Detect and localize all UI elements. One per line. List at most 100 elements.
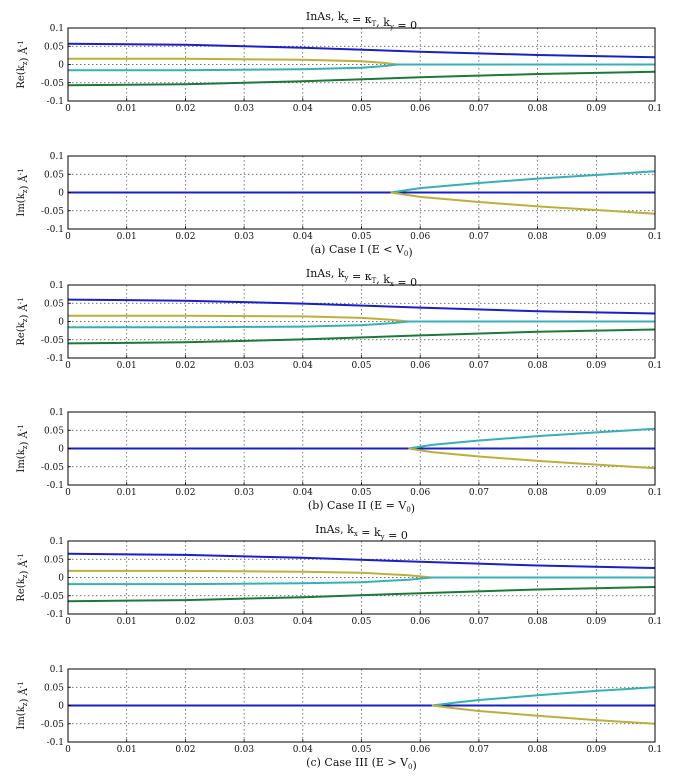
x-tick-label: 0 bbox=[65, 617, 71, 627]
x-tick-label: 0.02 bbox=[175, 232, 195, 242]
x-tick-label: 0.02 bbox=[175, 104, 195, 114]
y-axis-label: Re(kz) Å-1 bbox=[16, 297, 30, 345]
x-tick-label: 0.08 bbox=[528, 232, 548, 242]
x-tick-label: 0.08 bbox=[528, 745, 548, 755]
y-tick-label: 0.1 bbox=[50, 665, 64, 675]
x-tick-label: 0.04 bbox=[293, 745, 313, 755]
y-tick-label: 0.05 bbox=[44, 683, 64, 693]
y-tick-label: 0.1 bbox=[50, 281, 64, 291]
y-tick-label: -0.1 bbox=[47, 354, 64, 364]
subplot-1: 0 0.01 0.02 0.03 0.04 0.05 0.06 0.07 0.08 0.09 0.1… bbox=[16, 10, 662, 114]
y-tick-label: -0.05 bbox=[41, 720, 64, 730]
chart-title: InAs, kx = κT, ky = 0 bbox=[306, 10, 417, 32]
x-tick-label: 0.01 bbox=[117, 232, 137, 242]
x-tick-label: 0.1 bbox=[648, 104, 662, 114]
series-line-cyan bbox=[68, 63, 655, 72]
x-tick-label: 0.01 bbox=[117, 745, 137, 755]
x-tick-label: 0.09 bbox=[586, 745, 606, 755]
x-tick-label: 0.01 bbox=[117, 361, 137, 371]
y-tick-label: 0.1 bbox=[50, 152, 64, 162]
y-tick-label: 0 bbox=[58, 318, 64, 328]
x-tick-label: 0.06 bbox=[410, 488, 430, 498]
x-tick-label: 0 bbox=[65, 361, 71, 371]
y-tick-label: 0.05 bbox=[44, 555, 64, 565]
x-tick-label: 0.05 bbox=[351, 361, 371, 371]
x-tick-label: 0 bbox=[65, 745, 71, 755]
x-tick-label: 0.02 bbox=[175, 488, 195, 498]
y-tick-label: -0.1 bbox=[47, 481, 64, 491]
x-tick-label: 0.06 bbox=[410, 745, 430, 755]
x-tick-label: 0.03 bbox=[234, 745, 254, 755]
series-line-blue bbox=[67, 552, 656, 569]
x-tick-label: 0.09 bbox=[586, 232, 606, 242]
x-tick-label: 0.05 bbox=[351, 104, 371, 114]
x-tick-label: 0.03 bbox=[234, 104, 254, 114]
series-line-green bbox=[67, 328, 656, 345]
x-tick-label: 0.1 bbox=[648, 617, 662, 627]
x-tick-label: 0.08 bbox=[528, 617, 548, 627]
x-tick-label: 0.07 bbox=[469, 361, 489, 371]
x-tick-label: 0.02 bbox=[175, 745, 195, 755]
x-tick-label: 0.06 bbox=[410, 232, 430, 242]
y-tick-label: -0.05 bbox=[41, 463, 64, 473]
y-tick-label: -0.05 bbox=[41, 79, 64, 89]
subplot-2: 0 0.01 0.02 0.03 0.04 0.05 0.06 0.07 0.08 0.09 0.1… bbox=[16, 152, 662, 259]
y-tick-label: 0.05 bbox=[44, 426, 64, 436]
x-tick-label: 0.1 bbox=[648, 232, 662, 242]
series-line-cyan bbox=[431, 686, 656, 707]
subplot-3: 0 0.01 0.02 0.03 0.04 0.05 0.06 0.07 0.08 0.09 0.1… bbox=[16, 267, 662, 371]
x-tick-label: 0.03 bbox=[234, 361, 254, 371]
series-line-green bbox=[67, 70, 656, 87]
y-tick-label: -0.1 bbox=[47, 225, 64, 235]
series-line-cyan bbox=[68, 576, 655, 586]
figure-caption: (c) Case III (E > V0) bbox=[306, 756, 417, 772]
x-tick-label: 0.06 bbox=[410, 104, 430, 114]
x-tick-label: 0.09 bbox=[586, 361, 606, 371]
x-tick-label: 0.05 bbox=[351, 488, 371, 498]
y-tick-label: 0 bbox=[58, 61, 64, 71]
series-line-olive bbox=[408, 447, 656, 470]
x-tick-label: 0.1 bbox=[648, 488, 662, 498]
x-tick-label: 0.08 bbox=[528, 488, 548, 498]
x-tick-label: 0.04 bbox=[293, 488, 313, 498]
x-tick-label: 0 bbox=[65, 488, 71, 498]
x-tick-label: 0 bbox=[65, 104, 71, 114]
x-tick-label: 0.01 bbox=[117, 617, 137, 627]
x-tick-label: 0.07 bbox=[469, 745, 489, 755]
series-line-cyan bbox=[390, 170, 656, 194]
y-axis-label: Re(kz) Å-1 bbox=[16, 553, 30, 601]
chart-title: InAs, ky = κT, kx = 0 bbox=[306, 267, 417, 289]
subplot-5: 0 0.01 0.02 0.03 0.04 0.05 0.06 0.07 0.08 0.09 0.1… bbox=[16, 523, 662, 627]
x-tick-label: 0.05 bbox=[351, 745, 371, 755]
y-tick-label: -0.1 bbox=[47, 738, 64, 748]
series-line-blue bbox=[67, 298, 656, 315]
x-tick-label: 0.09 bbox=[586, 104, 606, 114]
y-tick-label: 0.1 bbox=[50, 537, 64, 547]
x-tick-label: 0.01 bbox=[117, 488, 137, 498]
x-tick-label: 0.02 bbox=[175, 361, 195, 371]
x-tick-label: 0.1 bbox=[648, 745, 662, 755]
y-tick-label: 0.05 bbox=[44, 299, 64, 309]
series-line-cyan bbox=[68, 320, 655, 329]
x-tick-label: 0.04 bbox=[293, 232, 313, 242]
x-tick-label: 0.09 bbox=[586, 488, 606, 498]
x-tick-label: 0.04 bbox=[293, 361, 313, 371]
x-tick-label: 0.07 bbox=[469, 104, 489, 114]
y-tick-label: 0 bbox=[58, 574, 64, 584]
y-tick-label: 0 bbox=[58, 702, 64, 712]
x-tick-label: 0.06 bbox=[410, 361, 430, 371]
y-tick-label: 0.1 bbox=[50, 24, 64, 34]
x-tick-label: 0.04 bbox=[293, 617, 313, 627]
x-tick-label: 0.08 bbox=[528, 104, 548, 114]
y-axis-label: Re(kz) Å-1 bbox=[16, 40, 30, 88]
x-tick-label: 0.03 bbox=[234, 617, 254, 627]
y-tick-label: -0.05 bbox=[41, 336, 64, 346]
subplot-4: 0 0.01 0.02 0.03 0.04 0.05 0.06 0.07 0.08 0.09 0.1… bbox=[16, 408, 662, 515]
y-axis-label: Im(kz) Å-1 bbox=[16, 424, 30, 472]
x-tick-label: 0.05 bbox=[351, 232, 371, 242]
y-tick-label: 0 bbox=[58, 445, 64, 455]
figure-caption: (b) Case II (E = V0) bbox=[308, 499, 415, 515]
x-tick-label: 0.04 bbox=[293, 104, 313, 114]
x-tick-label: 0.09 bbox=[586, 617, 606, 627]
